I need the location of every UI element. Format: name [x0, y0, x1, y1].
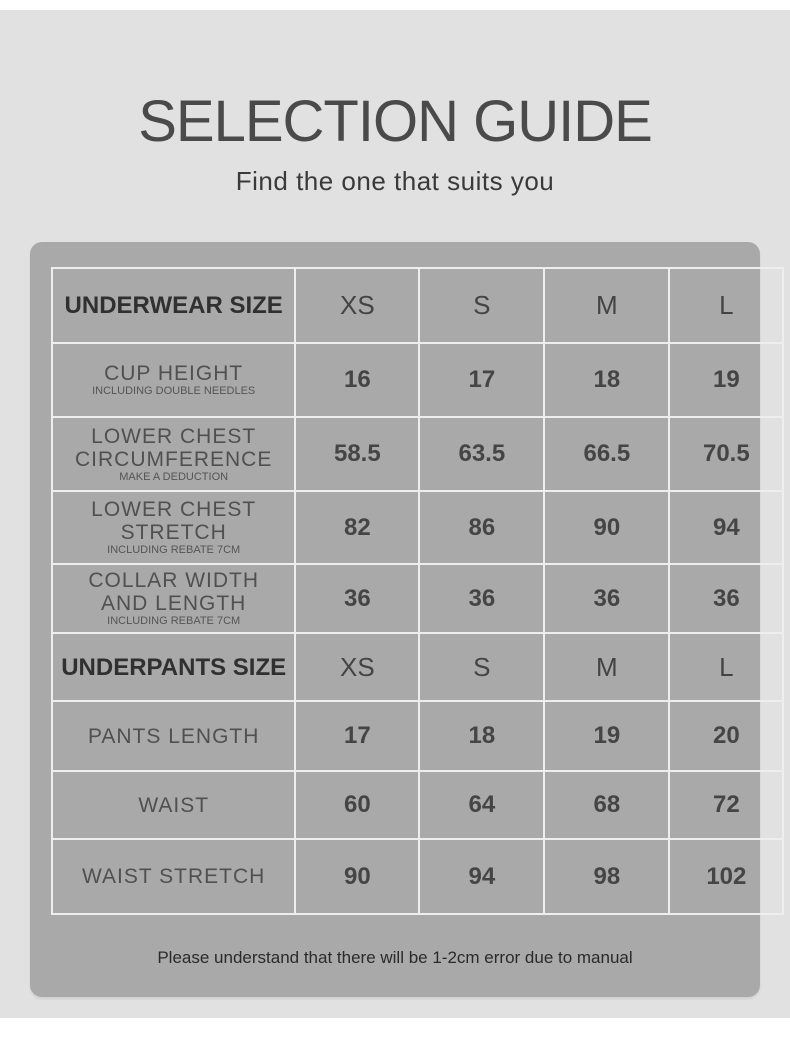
row-label: LOWER CHEST STRETCH [91, 498, 257, 544]
value-cell: 36 [294, 563, 421, 634]
value-cell: 16 [294, 342, 421, 418]
row-note: INCLUDING DOUBLE NEEDLES [92, 385, 256, 397]
page-title: SELECTION GUIDE [138, 89, 653, 154]
row-label-cell: WAIST [50, 770, 297, 840]
value-cell: 66.5 [543, 416, 671, 492]
row-label: COLLAR WIDTH AND LENGTH [88, 569, 260, 615]
value-cell: 20 [668, 700, 785, 772]
value-cell: 72 [668, 770, 785, 840]
row-label-cell: WAIST STRETCH [50, 838, 297, 915]
value-cell: 19 [668, 342, 785, 418]
value-cell: 102 [668, 838, 785, 915]
row-label-cell: LOWER CHEST STRETCH INCLUDING REBATE 7CM [50, 490, 297, 565]
value-cell: 68 [543, 770, 671, 840]
size-header: L [668, 267, 785, 344]
footer-note: Please understand that there will be 1-2… [157, 948, 633, 967]
value-cell: 36 [418, 563, 546, 634]
table-row: LOWER CHEST STRETCH INCLUDING REBATE 7CM 8… [50, 490, 785, 565]
page-subtitle: Find the one that suits you [235, 166, 555, 196]
value-cell: 70.5 [668, 416, 785, 492]
value-cell: 63.5 [418, 416, 546, 492]
size-header: XS [294, 632, 421, 702]
row-label: LOWER CHEST CIRCUMFERENCE [75, 424, 273, 471]
value-cell: 60 [294, 770, 421, 840]
value-cell: 17 [294, 700, 421, 772]
value-cell: 82 [294, 490, 421, 565]
value-cell: 90 [543, 490, 671, 565]
value-cell: 64 [418, 770, 546, 840]
value-cell: 19 [543, 700, 671, 772]
size-header: L [668, 632, 785, 702]
table-row: LOWER CHEST CIRCUMFERENCE MAKE A DEDUCTIO… [50, 416, 785, 492]
value-cell: 94 [418, 838, 546, 915]
underwear-header-row: UNDERWEAR SIZE XS S M L [50, 267, 785, 344]
table-row: COLLAR WIDTH AND LENGTH INCLUDING REBATE … [50, 563, 785, 634]
value-cell: 98 [543, 838, 671, 915]
row-note: INCLUDING REBATE 7CM [107, 544, 241, 556]
value-cell: 86 [418, 490, 546, 565]
underpants-size-label: UNDERPANTS SIZE [50, 632, 297, 702]
underwear-size-label: UNDERWEAR SIZE [50, 267, 297, 344]
value-cell: 18 [418, 700, 546, 772]
size-header: S [418, 632, 546, 702]
value-cell: 36 [543, 563, 671, 634]
value-cell: 36 [668, 563, 785, 634]
value-cell: 17 [418, 342, 546, 418]
size-table: UNDERWEAR SIZE XS S M L CUP HEIGHT INCLUDING D… [50, 267, 785, 915]
row-label-cell: LOWER CHEST CIRCUMFERENCE MAKE A DEDUCTIO… [50, 416, 297, 492]
size-header: M [543, 267, 671, 344]
row-label: PANTS LENGTH [87, 724, 260, 748]
row-label: WAIST [138, 793, 210, 817]
row-label-cell: CUP HEIGHT INCLUDING DOUBLE NEEDLES [50, 342, 297, 418]
value-cell: 90 [294, 838, 421, 915]
table-row: CUP HEIGHT INCLUDING DOUBLE NEEDLES 16 17 18… [50, 342, 785, 418]
row-note: INCLUDING REBATE 7CM [107, 615, 241, 627]
row-label: WAIST STRETCH [82, 865, 266, 888]
row-label-cell: PANTS LENGTH [50, 700, 297, 772]
row-label: CUP HEIGHT [104, 362, 244, 385]
underpants-header-row: UNDERPANTS SIZE XS S M L [50, 632, 785, 702]
table-row: WAIST 60 64 68 72 [50, 770, 785, 840]
row-label-cell: COLLAR WIDTH AND LENGTH INCLUDING REBATE … [50, 563, 297, 634]
value-cell: 58.5 [294, 416, 421, 492]
table-row: WAIST STRETCH 90 94 98 102 [50, 838, 785, 915]
size-header: XS [294, 267, 421, 344]
value-cell: 94 [668, 490, 785, 565]
row-note: MAKE A DEDUCTION [119, 470, 229, 483]
size-header: S [418, 267, 546, 344]
table-row: PANTS LENGTH 17 18 19 20 [50, 700, 785, 772]
value-cell: 18 [543, 342, 671, 418]
size-header: M [543, 632, 671, 702]
